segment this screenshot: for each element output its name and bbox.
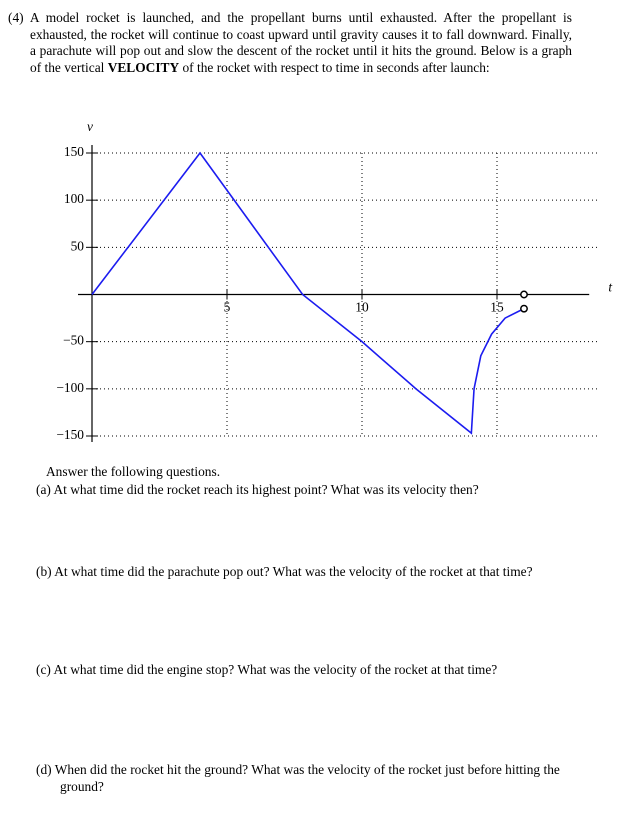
intro-text: of the rocket with respect to time in se… [179, 59, 490, 75]
question-text: At what time did the rocket reach its hi… [53, 482, 479, 497]
y-tick-label: −100 [56, 380, 84, 395]
y-tick-label: −150 [56, 427, 84, 442]
velocity-line [91, 151, 525, 435]
x-tick-label: 15 [490, 300, 504, 315]
y-tick-label: −50 [63, 333, 84, 348]
open-point [520, 304, 528, 313]
question-label: (a) [36, 482, 51, 497]
question-text: At what time did the engine stop? What w… [53, 662, 498, 677]
question-text: At what time did the parachute pop out? … [54, 564, 533, 579]
instructions: Answer the following questions. [46, 464, 221, 479]
intro-bold: VELOCITY [107, 59, 180, 75]
question: (c) At what time did the engine stop? Wh… [36, 662, 574, 679]
x-axis-label: t [608, 280, 612, 295]
question: (b) At what time did the parachute pop o… [36, 564, 574, 581]
question-label: (c) [36, 662, 51, 677]
intro-text: (4) A model rocket is launched, and the … [8, 10, 572, 75]
question: (d) When did the rocket hit the ground? … [36, 762, 574, 795]
intro: (4) A model rocket is launched, and the … [8, 10, 572, 76]
x-tick-label: 10 [355, 300, 369, 315]
question: (a) At what time did the rocket reach it… [36, 482, 574, 499]
y-axis-label: v [87, 119, 93, 134]
question-label: (b) [36, 564, 52, 579]
chart: −150 −100 −50 50 100 150 5 10 15 t v [56, 119, 612, 442]
y-tick-label: 50 [71, 238, 85, 253]
y-tick-label: 100 [64, 191, 84, 206]
x-tick-label: 5 [224, 300, 231, 315]
y-tick-label: 150 [64, 144, 84, 159]
question-label: (d) [36, 762, 52, 777]
open-point [520, 290, 528, 299]
question-text: When did the rocket hit the ground? What… [54, 762, 560, 794]
